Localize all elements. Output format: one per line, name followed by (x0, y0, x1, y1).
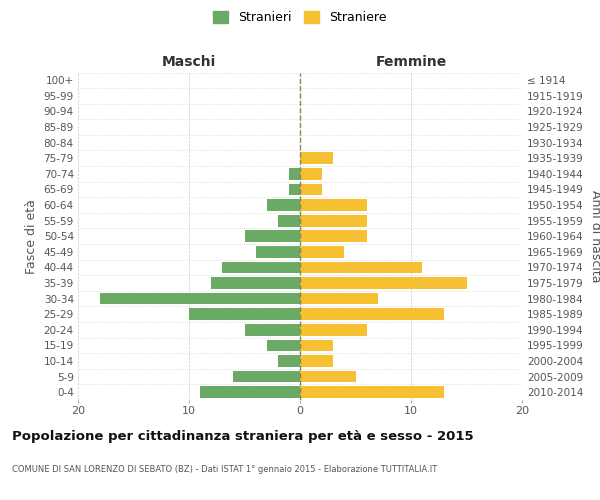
Bar (278, 215, 300, 226)
Bar (300, 262, 422, 274)
Bar (300, 371, 355, 382)
Text: Femmine: Femmine (376, 55, 446, 69)
Bar (200, 386, 300, 398)
Bar (245, 324, 300, 336)
Bar (245, 230, 300, 242)
Bar (300, 355, 334, 367)
Y-axis label: Fasce di età: Fasce di età (25, 199, 38, 274)
Bar (300, 152, 334, 164)
Bar (300, 340, 334, 351)
Bar (211, 277, 300, 289)
Bar (278, 355, 300, 367)
Bar (266, 340, 300, 351)
Bar (300, 308, 444, 320)
Bar (300, 215, 367, 226)
Bar (189, 308, 300, 320)
Y-axis label: Anni di nascita: Anni di nascita (589, 190, 600, 282)
Bar (256, 246, 300, 258)
Bar (233, 371, 300, 382)
Text: COMUNE DI SAN LORENZO DI SEBATO (BZ) - Dati ISTAT 1° gennaio 2015 - Elaborazione: COMUNE DI SAN LORENZO DI SEBATO (BZ) - D… (12, 465, 437, 474)
Bar (300, 246, 344, 258)
Bar (222, 262, 300, 274)
Bar (300, 386, 444, 398)
Bar (300, 199, 367, 211)
Bar (100, 293, 300, 304)
Bar (300, 230, 367, 242)
Bar (300, 293, 378, 304)
Text: Popolazione per cittadinanza straniera per età e sesso - 2015: Popolazione per cittadinanza straniera p… (12, 430, 473, 443)
Bar (300, 277, 467, 289)
Bar (300, 168, 322, 179)
Text: Maschi: Maschi (162, 55, 216, 69)
Bar (266, 199, 300, 211)
Bar (289, 168, 300, 179)
Bar (300, 324, 367, 336)
Bar (289, 184, 300, 196)
Legend: Stranieri, Straniere: Stranieri, Straniere (208, 6, 392, 29)
Bar (300, 184, 322, 196)
